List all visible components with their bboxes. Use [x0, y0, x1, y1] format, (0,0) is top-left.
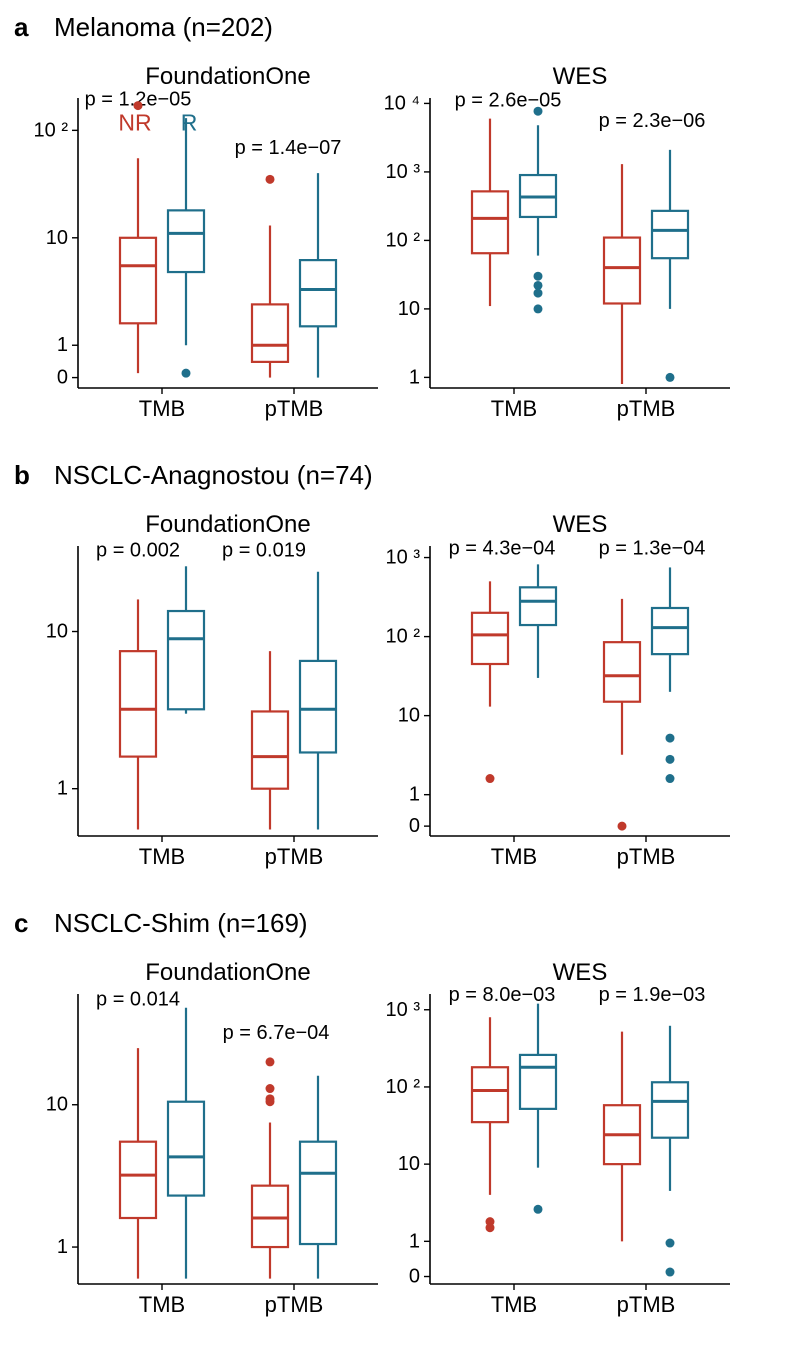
ytick-label: 10: [398, 1153, 420, 1175]
row-title-c: NSCLC-Shim (n=169): [54, 908, 308, 939]
legend-r: R: [181, 109, 198, 135]
panel-c_wes: WES 0 1 10 10 ² 10 ³ TMB pTMB p = 8.0e−03 p = 1.9…: [366, 960, 738, 1331]
outlier-point: [666, 373, 675, 382]
panel-title: FoundationOne: [145, 960, 310, 986]
ytick-label: 10 ³: [386, 999, 421, 1021]
outlier-point: [266, 175, 275, 184]
row-letter-b: b: [14, 460, 30, 491]
panel-title: WES: [553, 512, 608, 538]
ytick-label: 10 ²: [386, 1076, 421, 1098]
pvalue-label: p = 1.3e−04: [599, 537, 706, 559]
xcat-label: TMB: [139, 1292, 185, 1317]
xcat-label: TMB: [491, 844, 537, 869]
outlier-point: [666, 1268, 675, 1277]
figure-root: aMelanoma (n=202)FoundationOne011010 ²TM…: [0, 0, 799, 1356]
ytick-label: 1: [409, 1230, 420, 1252]
outlier-point: [534, 289, 543, 298]
legend-nr: NR: [118, 109, 151, 135]
outlier-point: [618, 822, 627, 831]
ytick-label: 0: [57, 367, 68, 389]
ytick-label: 1: [57, 1236, 68, 1258]
panel-title: WES: [553, 64, 608, 90]
outlier-point: [666, 755, 675, 764]
ytick-label: 1: [409, 784, 420, 806]
outlier-point: [534, 1205, 543, 1214]
outlier-point: [534, 281, 543, 290]
pvalue-label: p = 0.014: [96, 988, 180, 1010]
row-letter-c: c: [14, 908, 28, 939]
xcat-label: pTMB: [265, 844, 324, 869]
panel-c_fo: FoundationOne 1 10 TMB pTMB p = 0.014 p = 6.7e…: [14, 960, 386, 1331]
outlier-point: [534, 272, 543, 281]
pvalue-label: p = 0.002: [96, 540, 180, 562]
xcat-label: TMB: [491, 1292, 537, 1317]
panel-title: FoundationOne: [145, 64, 310, 90]
xcat-label: TMB: [139, 396, 185, 421]
ytick-label: 1: [409, 366, 420, 388]
pvalue-label: p = 2.6e−05: [455, 90, 562, 112]
row-title-a: Melanoma (n=202): [54, 12, 273, 43]
pvalue-label: p = 8.0e−03: [449, 984, 556, 1006]
outlier-point: [666, 1239, 675, 1248]
outlier-point: [266, 1057, 275, 1066]
panel-title: WES: [553, 960, 608, 986]
ytick-label: 0: [409, 1266, 420, 1288]
outlier-point: [182, 369, 191, 378]
xcat-label: pTMB: [265, 1292, 324, 1317]
row-letter-a: a: [14, 12, 28, 43]
xcat-label: pTMB: [617, 396, 676, 421]
pvalue-label: p = 0.019: [222, 540, 306, 562]
row-title-b: NSCLC-Anagnostou (n=74): [54, 460, 373, 491]
xcat-label: pTMB: [617, 1292, 676, 1317]
ytick-label: 0: [409, 815, 420, 837]
outlier-point: [486, 774, 495, 783]
ytick-label: 10 ²: [34, 119, 69, 141]
pvalue-label: p = 1.4e−07: [235, 137, 342, 159]
ytick-label: 10 ³: [386, 547, 421, 569]
ytick-label: 10: [46, 621, 68, 643]
ytick-label: 10: [46, 1094, 68, 1116]
ytick-label: 1: [57, 778, 68, 800]
panel-a_fo: FoundationOne011010 ²TMBpTMBp = 1.2e−05p…: [14, 64, 386, 435]
panel-b_wes: WES 0 1 10 10 ² 10 ³ TMB pTMB p = 4.3e−04 p = 1.3…: [366, 512, 738, 883]
panel-a_wes: WES 1 10 10 ² 10 ³ 10 ⁴ TMB pTMB p = 2.6e−05 p = …: [366, 64, 738, 435]
outlier-point: [534, 107, 543, 116]
ytick-label: 10: [46, 227, 68, 249]
panel-b_fo: FoundationOne 1 10 TMB pTMB p = 0.002 p = 0.01…: [14, 512, 386, 883]
outlier-point: [134, 101, 143, 110]
outlier-point: [266, 1084, 275, 1093]
xcat-label: TMB: [139, 844, 185, 869]
ytick-label: 10: [398, 705, 420, 727]
pvalue-label: p = 4.3e−04: [449, 537, 556, 559]
ytick-label: 10: [398, 298, 420, 320]
outlier-point: [266, 1097, 275, 1106]
xcat-label: pTMB: [617, 844, 676, 869]
xcat-label: pTMB: [265, 396, 324, 421]
pvalue-label: p = 1.9e−03: [599, 984, 706, 1006]
ytick-label: 1: [57, 334, 68, 356]
panel-title: FoundationOne: [145, 512, 310, 538]
ytick-label: 10 ³: [386, 161, 421, 183]
pvalue-label: p = 2.3e−06: [599, 110, 706, 132]
outlier-point: [666, 774, 675, 783]
pvalue-label: p = 6.7e−04: [223, 1022, 330, 1044]
xcat-label: TMB: [491, 396, 537, 421]
ytick-label: 10 ²: [386, 626, 421, 648]
outlier-point: [486, 1223, 495, 1232]
outlier-point: [534, 304, 543, 313]
outlier-point: [666, 734, 675, 743]
ytick-label: 10 ⁴: [384, 92, 420, 114]
ytick-label: 10 ²: [386, 229, 421, 251]
